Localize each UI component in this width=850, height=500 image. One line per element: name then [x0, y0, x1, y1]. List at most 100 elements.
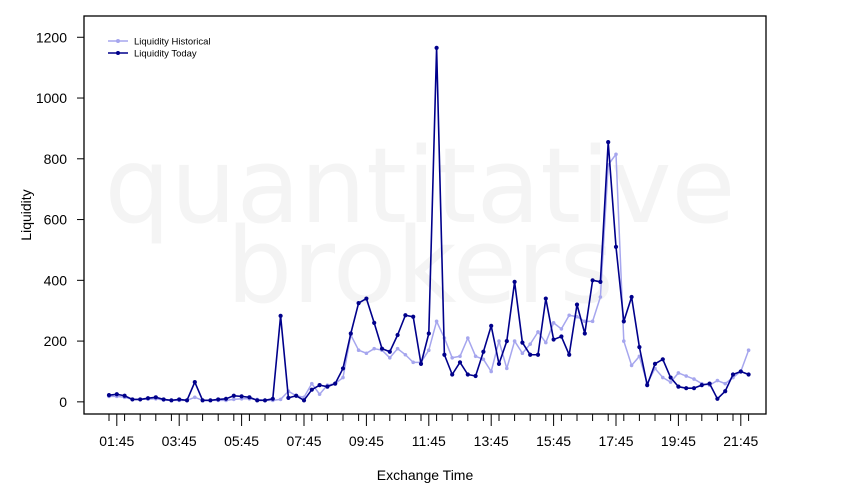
data-point	[715, 396, 720, 401]
data-point	[684, 386, 689, 391]
x-tick-label: 09:45	[349, 433, 384, 449]
data-point	[520, 351, 525, 356]
data-point	[622, 339, 626, 343]
data-point	[364, 296, 369, 301]
data-point	[278, 313, 283, 318]
data-point	[458, 354, 462, 359]
data-point	[504, 338, 509, 344]
data-point	[177, 397, 182, 402]
x-axis: 01:45 03:45 05:45 07:45 09:45 11:45 13:45 15:45…	[99, 414, 759, 449]
data-point	[746, 372, 751, 377]
data-point	[520, 340, 525, 345]
legend-marker-today	[116, 51, 120, 55]
data-point	[692, 377, 696, 381]
data-point	[684, 374, 688, 378]
data-point	[286, 395, 291, 400]
watermark-line-1: quantitative	[105, 125, 736, 247]
x-tick-label: 11:45	[412, 433, 446, 449]
data-point	[598, 295, 603, 299]
y-axis-title: Liquidity	[18, 189, 34, 240]
data-point	[325, 384, 330, 389]
data-point	[270, 396, 275, 401]
data-point	[161, 397, 166, 402]
y-tick-label: 400	[44, 272, 68, 288]
data-point	[590, 319, 595, 324]
data-point	[387, 349, 392, 354]
data-point	[645, 383, 650, 388]
data-point	[450, 372, 455, 377]
data-point	[278, 397, 283, 402]
data-point	[169, 398, 174, 403]
data-point	[395, 346, 400, 351]
data-point	[606, 139, 611, 145]
data-point	[465, 372, 470, 377]
y-axis: 0 200 400 600 800 1000 1200	[36, 29, 84, 410]
data-point	[294, 393, 299, 398]
data-point	[575, 314, 579, 319]
x-axis-title: Exchange Time	[377, 467, 474, 483]
data-point	[348, 331, 353, 336]
data-point	[317, 392, 322, 397]
data-point	[528, 342, 532, 346]
data-point	[450, 355, 455, 360]
data-point	[473, 354, 478, 359]
data-point	[333, 381, 338, 386]
data-point	[559, 327, 564, 331]
series-today	[106, 45, 751, 403]
x-tick-label: 07:45	[286, 433, 321, 449]
data-point	[395, 332, 400, 338]
y-tick-label: 1200	[36, 29, 67, 45]
data-point	[193, 395, 197, 400]
data-point	[660, 357, 665, 362]
data-point	[559, 334, 564, 339]
data-point	[301, 398, 307, 403]
data-point	[652, 361, 658, 366]
watermark: quantitative brokers	[105, 125, 736, 327]
data-point	[426, 331, 431, 336]
x-tick-label: 01:45	[99, 433, 134, 449]
legend-label-today: Liquidity Today	[134, 49, 197, 60]
data-point	[489, 369, 494, 374]
data-point	[676, 384, 681, 389]
data-point	[637, 345, 642, 350]
data-point	[457, 360, 463, 365]
watermark-line-2: brokers	[226, 205, 614, 327]
data-point	[310, 381, 314, 386]
x-tick-label: 03:45	[162, 433, 197, 449]
data-point	[481, 349, 486, 354]
data-point	[629, 363, 634, 368]
data-point	[473, 373, 478, 379]
data-point	[629, 294, 634, 300]
data-point	[239, 394, 244, 399]
x-tick-label: 13:45	[474, 433, 509, 449]
data-point	[340, 366, 346, 371]
data-point	[738, 369, 743, 374]
data-point	[699, 383, 704, 388]
x-tick-label: 19:45	[661, 433, 696, 449]
data-point	[442, 352, 447, 357]
data-point	[138, 397, 143, 402]
data-point	[512, 339, 517, 343]
data-point	[661, 375, 665, 380]
data-point	[232, 397, 236, 402]
data-point	[356, 348, 361, 353]
y-tick-label: 200	[44, 333, 68, 349]
data-point	[341, 375, 345, 380]
data-point	[106, 393, 112, 398]
data-point	[497, 339, 501, 343]
data-point	[574, 302, 580, 307]
data-point	[153, 395, 158, 400]
data-point	[403, 352, 408, 357]
data-point	[489, 323, 494, 328]
data-point	[403, 313, 408, 318]
data-point	[114, 392, 119, 397]
data-point	[262, 398, 268, 403]
data-point	[582, 331, 587, 336]
data-point	[418, 361, 424, 366]
legend-label-historical: Liquidity Historical	[134, 37, 211, 48]
data-point	[309, 387, 314, 392]
y-tick-label: 1000	[36, 90, 67, 106]
data-point	[317, 383, 322, 388]
data-point	[614, 152, 618, 157]
